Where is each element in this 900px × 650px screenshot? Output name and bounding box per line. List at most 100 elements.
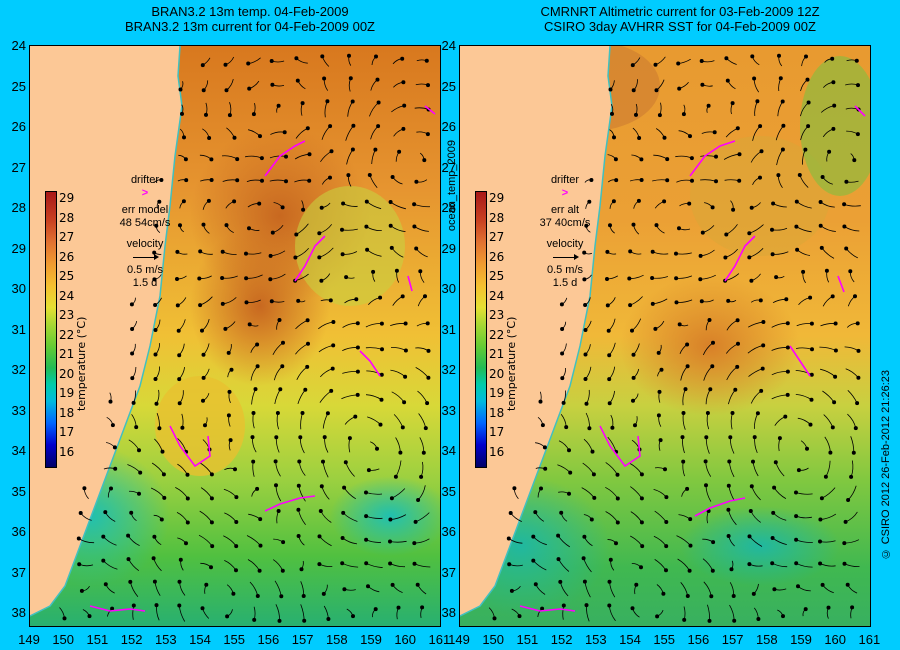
current-vector-head <box>688 543 693 548</box>
current-vector-head <box>794 537 799 542</box>
latitude-tick-label: 38 <box>11 605 26 620</box>
current-vector-head <box>655 614 660 619</box>
current-vector-head <box>293 255 298 260</box>
current-vector-head <box>79 588 84 593</box>
current-vector-head <box>681 459 686 464</box>
current-vector-head <box>364 224 369 229</box>
current-vector-head <box>752 435 757 440</box>
current-vector-head <box>296 483 301 488</box>
current-vector-head <box>783 414 788 419</box>
current-vector-head <box>294 232 299 237</box>
current-vector-head <box>318 508 323 513</box>
current-vector-head <box>676 61 681 66</box>
current-vector-head <box>255 364 260 369</box>
current-vector-head <box>804 446 809 451</box>
current-vector-head <box>233 568 238 573</box>
colorbar-tick-label: 21 <box>489 347 505 361</box>
longitude-tick-label: 153 <box>584 632 607 647</box>
current-vector-head <box>320 459 325 464</box>
current-vector-head <box>220 301 225 306</box>
left-velocity-label: velocity <box>126 238 164 250</box>
current-vector-head <box>113 466 118 471</box>
current-vector-head <box>730 410 735 415</box>
current-vector-head <box>561 400 566 405</box>
current-vector-head <box>225 614 230 619</box>
current-vector-head <box>374 446 379 451</box>
current-vector-head <box>305 318 310 323</box>
current-vector-head <box>589 177 594 182</box>
current-vector-head <box>776 173 781 178</box>
current-vector-head <box>270 230 275 235</box>
current-vector-head <box>755 99 760 104</box>
current-vector-head <box>587 199 592 204</box>
current-vector-head <box>269 299 274 304</box>
current-vector-head <box>658 438 663 443</box>
current-vector-head <box>76 536 81 541</box>
current-vector-head <box>752 76 757 81</box>
current-vector-head <box>819 496 824 501</box>
current-vector-head <box>492 616 497 621</box>
current-vector-head <box>808 422 813 427</box>
current-vector-head <box>426 348 431 353</box>
current-vector-head <box>664 519 669 524</box>
current-vector-head <box>776 53 781 58</box>
current-vector-head <box>700 230 705 235</box>
current-vector-head <box>303 387 308 392</box>
current-vector-head <box>758 298 763 303</box>
left-colorbar-ticks: 29 28 27 26 25 24 23 22 21 20 19 18 17 16 <box>59 191 89 468</box>
longitude-tick-label: 151 <box>86 632 109 647</box>
current-vector-head <box>809 397 814 402</box>
right-colorbar-ticks: 29 28 27 26 25 24 23 22 21 20 19 18 17 16 <box>489 191 519 468</box>
current-vector-head <box>247 86 252 91</box>
current-vector-head <box>296 533 301 538</box>
colorbar-tick-label: 19 <box>489 386 505 400</box>
current-vector-head <box>774 275 779 280</box>
current-vector-head <box>328 124 333 129</box>
current-vector-head <box>703 483 708 488</box>
current-vector-head <box>849 474 854 479</box>
copyright-notice: © CSIRO 2012 26-Feb-2012 21:26:23 <box>880 370 892 560</box>
current-vector-head <box>685 364 690 369</box>
current-vector-head <box>322 435 327 440</box>
current-vector-head <box>803 147 808 152</box>
current-vector-head <box>257 568 262 573</box>
current-vector-head <box>584 223 589 228</box>
latitude-tick-label: 37 <box>11 564 26 580</box>
current-vector-head <box>275 410 280 415</box>
current-vector-head <box>302 618 307 623</box>
current-vector-head <box>283 179 288 184</box>
right-sst-field <box>460 46 870 626</box>
current-vector-head <box>608 557 613 562</box>
current-vector-head <box>590 449 595 454</box>
current-vector-head <box>773 460 778 465</box>
side-label: ocean_temp_2009 <box>446 140 458 232</box>
colorbar-tick-label: 17 <box>59 425 75 439</box>
current-vector-head <box>197 276 202 281</box>
current-vector-head <box>735 364 740 369</box>
current-vector-head <box>710 364 715 369</box>
current-vector-head <box>582 277 587 282</box>
current-vector-head <box>373 147 378 152</box>
current-vector-head <box>772 587 777 592</box>
current-vector-head <box>224 223 229 228</box>
current-vector-head <box>246 61 251 66</box>
current-vector-head <box>726 507 731 512</box>
current-vector-head <box>724 56 729 61</box>
current-vector-head <box>412 202 417 207</box>
current-vector-head <box>223 326 228 331</box>
current-vector-head <box>153 376 158 381</box>
right-drifter-label: drifter <box>550 174 580 186</box>
current-vector-head <box>414 246 419 251</box>
current-vector-head <box>157 426 162 431</box>
current-vector-head <box>346 53 351 58</box>
current-vector-head <box>294 56 299 61</box>
current-vector-head <box>854 58 859 63</box>
current-vector-head <box>232 135 237 140</box>
current-vector-head <box>181 135 186 140</box>
latitude-tick-label: 36 <box>441 524 456 539</box>
current-vector-head <box>273 459 278 464</box>
current-vector-head <box>151 556 156 561</box>
right-legend: drifter > err alt 37 40cm/s velocity 0.5… <box>525 174 605 290</box>
latitude-tick-label: 32 <box>11 362 26 377</box>
current-vector-head <box>184 178 189 183</box>
